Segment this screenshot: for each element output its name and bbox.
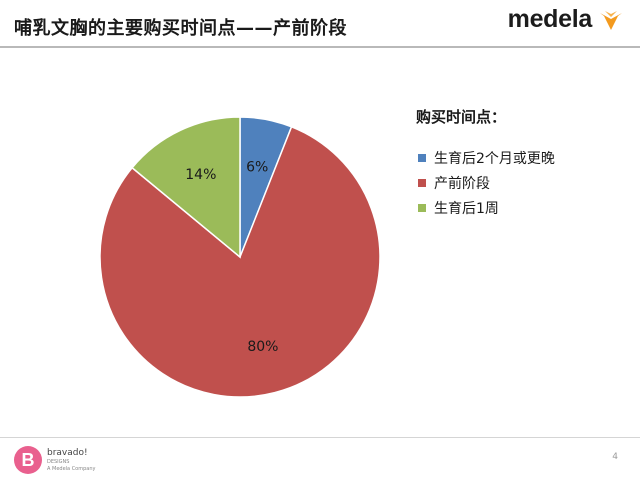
legend-label: 生育后2个月或更晚 [434,150,555,167]
chart-legend: 购买时间点： 生育后2个月或更晚 产前阶段 生育后1周 [416,106,555,220]
legend-item: 生育后2个月或更晚 [416,145,555,170]
legend-label: 生育后1周 [434,200,499,217]
footer-brand-line3: A Medela Company [47,465,96,472]
legend-item: 生育后1周 [416,195,555,220]
pie-slice [99,125,381,398]
medela-logo-icon [600,10,622,30]
slice-data-label: 80% [247,339,278,355]
footer-brand-line2: DESIGNS [47,458,70,465]
footer-logo: B bravado! DESIGNS A Medela Company [14,446,95,474]
brand-logo: medela [508,5,624,34]
pie-slice [131,116,241,259]
page-number: 4 [612,452,618,462]
bravado-logo-icon: B [14,446,42,474]
title-divider [0,46,640,48]
brand-name: medela [507,5,593,33]
slide-title: 哺乳文胸的主要购买时间点——产前阶段 [14,18,347,39]
slice-data-label: 6% [246,160,268,176]
footer-brand: bravado! [47,447,88,458]
legend-swatch [418,178,426,187]
slice-data-label: 14% [185,167,216,183]
legend-label: 产前阶段 [434,175,490,192]
footer-brand-text: bravado! DESIGNS A Medela Company [47,447,96,472]
legend-item: 产前阶段 [416,170,555,195]
legend-swatch [418,153,426,162]
footer-divider [0,437,640,438]
legend-swatch [418,203,426,212]
legend-title: 购买时间点： [416,108,507,126]
